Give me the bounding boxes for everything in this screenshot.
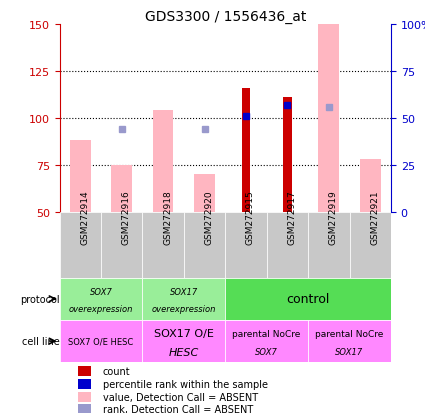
- Bar: [318, 25, 339, 212]
- Bar: [101, 212, 142, 278]
- Text: SOX7 O/E HESC: SOX7 O/E HESC: [68, 337, 133, 346]
- Text: parental NoCre: parental NoCre: [315, 329, 384, 338]
- Text: GSM272919: GSM272919: [329, 190, 338, 245]
- Text: GSM272920: GSM272920: [204, 190, 213, 245]
- Bar: [78, 392, 91, 402]
- Bar: [194, 175, 215, 212]
- Text: SOX17: SOX17: [170, 287, 198, 296]
- Bar: [225, 212, 267, 278]
- Bar: [267, 212, 308, 278]
- Text: overexpression: overexpression: [69, 304, 133, 313]
- Bar: [283, 98, 292, 212]
- Text: SOX17 O/E: SOX17 O/E: [154, 329, 214, 339]
- Text: GSM272914: GSM272914: [80, 190, 89, 245]
- Title: GDS3300 / 1556436_at: GDS3300 / 1556436_at: [144, 10, 306, 24]
- Text: percentile rank within the sample: percentile rank within the sample: [102, 379, 268, 389]
- Bar: [308, 320, 391, 362]
- Text: GSM272916: GSM272916: [122, 190, 130, 245]
- Text: SOX7: SOX7: [90, 287, 112, 296]
- Bar: [60, 278, 142, 320]
- Text: SOX17: SOX17: [335, 347, 364, 356]
- Bar: [225, 278, 391, 320]
- Text: GSM272918: GSM272918: [163, 190, 172, 245]
- Bar: [60, 212, 101, 278]
- Text: cell line: cell line: [22, 336, 60, 346]
- Bar: [308, 212, 349, 278]
- Text: rank, Detection Call = ABSENT: rank, Detection Call = ABSENT: [102, 404, 253, 413]
- Bar: [111, 166, 132, 212]
- Bar: [78, 404, 91, 413]
- Text: value, Detection Call = ABSENT: value, Detection Call = ABSENT: [102, 392, 258, 402]
- Text: protocol: protocol: [20, 294, 60, 304]
- Bar: [142, 212, 184, 278]
- Bar: [360, 160, 381, 212]
- Bar: [60, 320, 142, 362]
- Text: count: count: [102, 366, 130, 377]
- Bar: [184, 212, 225, 278]
- Text: SOX7: SOX7: [255, 347, 278, 356]
- Text: overexpression: overexpression: [152, 304, 216, 313]
- Text: parental NoCre: parental NoCre: [232, 329, 301, 338]
- Text: control: control: [286, 292, 330, 306]
- Bar: [153, 111, 173, 212]
- Bar: [78, 366, 91, 377]
- Text: HESC: HESC: [169, 347, 199, 357]
- Bar: [225, 320, 308, 362]
- Bar: [78, 379, 91, 389]
- Text: GSM272921: GSM272921: [370, 190, 379, 245]
- Bar: [242, 88, 250, 212]
- Bar: [142, 320, 225, 362]
- Bar: [142, 278, 225, 320]
- Bar: [349, 212, 391, 278]
- Bar: [70, 141, 91, 212]
- Text: GSM272917: GSM272917: [287, 190, 296, 245]
- Text: GSM272915: GSM272915: [246, 190, 255, 245]
